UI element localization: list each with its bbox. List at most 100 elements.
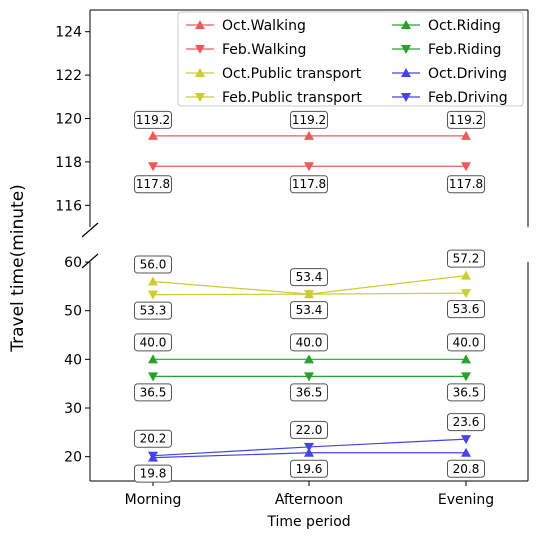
data-label: 19.6 bbox=[290, 459, 328, 478]
data-label-text: 119.2 bbox=[292, 113, 326, 127]
series-marker bbox=[461, 372, 471, 382]
data-label: 117.8 bbox=[134, 175, 172, 194]
data-label-box bbox=[290, 383, 328, 402]
upper-y-tick-label: 120 bbox=[55, 112, 82, 128]
legend-item: Feb.Riding bbox=[392, 42, 501, 58]
data-label: 53.3 bbox=[134, 301, 172, 320]
data-label: 23.6 bbox=[447, 413, 485, 432]
data-label-box bbox=[290, 459, 328, 478]
data-label: 119.2 bbox=[290, 110, 328, 129]
data-label: 40.0 bbox=[134, 333, 172, 352]
upper-y-tick-label: 118 bbox=[55, 155, 82, 171]
series-marker bbox=[461, 162, 471, 172]
legend-item: Oct.Riding bbox=[392, 18, 501, 34]
legend-label: Feb.Driving bbox=[428, 90, 508, 106]
data-label-text: 20.8 bbox=[453, 462, 480, 476]
data-label: 119.2 bbox=[134, 110, 172, 129]
legend-item: Feb.Driving bbox=[392, 90, 508, 106]
data-label: 20.2 bbox=[134, 429, 172, 448]
data-label-box bbox=[290, 420, 328, 439]
legend-frame bbox=[177, 11, 524, 107]
data-label-box bbox=[290, 110, 328, 129]
data-label: 36.5 bbox=[290, 383, 328, 402]
data-label-text: 117.8 bbox=[292, 177, 326, 191]
data-label: 53.6 bbox=[447, 300, 485, 319]
series-marker bbox=[148, 276, 158, 286]
data-label-box bbox=[134, 429, 172, 448]
data-label: 56.0 bbox=[134, 255, 172, 274]
legend-label: Feb.Walking bbox=[222, 42, 306, 58]
data-label-box bbox=[134, 383, 172, 402]
legend-swatch-marker bbox=[195, 20, 205, 29]
series-feb-riding bbox=[148, 372, 471, 382]
legend-label: Feb.Riding bbox=[428, 42, 501, 58]
data-label-text: 19.8 bbox=[140, 467, 167, 481]
lower-y-tick-label: 30 bbox=[64, 401, 82, 417]
data-label: 22.0 bbox=[290, 420, 328, 439]
data-label: 53.4 bbox=[290, 301, 328, 320]
data-label-text: 23.6 bbox=[453, 415, 480, 429]
data-label-box bbox=[290, 175, 328, 194]
upper-y-tick-label: 122 bbox=[55, 68, 82, 84]
data-label-text: 119.2 bbox=[136, 113, 170, 127]
data-label: 20.8 bbox=[447, 459, 485, 478]
data-labels-layer: 119.2 119.2 119.2 117.8 117.8 117.8 56.0 57.2 53… bbox=[134, 110, 485, 483]
data-label: 40.0 bbox=[447, 333, 485, 352]
series-marker bbox=[304, 162, 314, 172]
legend-swatch-marker bbox=[195, 45, 205, 54]
legend-swatch-marker bbox=[401, 20, 411, 29]
series-marker bbox=[148, 451, 158, 461]
data-label-text: 53.3 bbox=[140, 304, 167, 318]
series-marker bbox=[304, 442, 314, 452]
data-label-box bbox=[447, 333, 485, 352]
data-label: 36.5 bbox=[447, 383, 485, 402]
legend-item: Oct.Walking bbox=[186, 18, 306, 34]
y-axis-title: Travel time(minute) bbox=[8, 184, 28, 353]
data-label-box bbox=[447, 383, 485, 402]
series-marker bbox=[148, 354, 158, 364]
x-tick-label: Afternoon bbox=[275, 492, 343, 508]
data-label: 40.0 bbox=[290, 333, 328, 352]
upper-y-tick-label: 124 bbox=[55, 25, 82, 41]
legend-item: Oct.Driving bbox=[392, 66, 507, 82]
data-label-text: 53.4 bbox=[296, 303, 323, 317]
series-marker bbox=[148, 290, 158, 300]
data-label-box bbox=[447, 459, 485, 478]
legend-item: Feb.Walking bbox=[186, 42, 306, 58]
legend-swatch-marker bbox=[195, 93, 205, 102]
upper-panel: 116 118 120 122 124 bbox=[55, 9, 529, 227]
data-label-box bbox=[447, 110, 485, 129]
series-marker bbox=[461, 435, 471, 445]
data-label: 117.8 bbox=[447, 175, 485, 194]
data-label-box bbox=[134, 301, 172, 320]
upper-break-mark bbox=[81, 222, 99, 238]
data-label-text: 53.4 bbox=[296, 270, 323, 284]
legend-label: Oct.Riding bbox=[428, 18, 501, 34]
series-marker bbox=[461, 354, 471, 364]
legend-item: Oct.Public transport bbox=[186, 66, 362, 82]
x-axis-title: Time period bbox=[266, 514, 350, 530]
data-label-text: 40.0 bbox=[296, 335, 323, 349]
legend-swatch-marker bbox=[401, 45, 411, 54]
series-layer bbox=[148, 130, 471, 462]
data-label-box bbox=[134, 255, 172, 274]
legend-label: Feb.Public transport bbox=[222, 90, 362, 106]
series-marker bbox=[304, 130, 314, 140]
data-label-text: 22.0 bbox=[296, 423, 323, 437]
series-feb-walking bbox=[148, 162, 471, 172]
series-feb-driving bbox=[148, 435, 471, 461]
data-label-text: 40.0 bbox=[453, 335, 480, 349]
data-label: 57.2 bbox=[447, 249, 485, 268]
data-label-text: 57.2 bbox=[453, 252, 480, 266]
series-marker bbox=[148, 162, 158, 172]
data-label-box bbox=[290, 268, 328, 287]
data-label-box bbox=[134, 464, 172, 483]
series-marker bbox=[148, 372, 158, 382]
legend-swatch-marker bbox=[195, 68, 205, 77]
series-marker bbox=[461, 130, 471, 140]
data-label-text: 117.8 bbox=[136, 177, 170, 191]
series-marker bbox=[461, 447, 471, 457]
series-oct-driving bbox=[148, 447, 471, 462]
data-label-text: 36.5 bbox=[140, 385, 167, 399]
